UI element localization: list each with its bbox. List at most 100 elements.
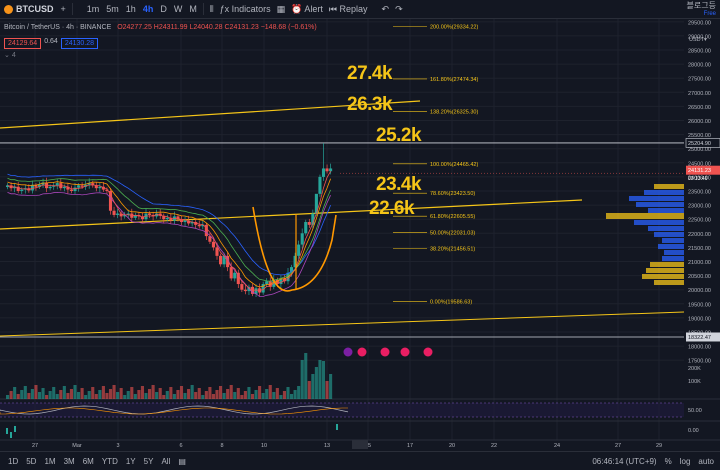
top-toolbar: BTCUSD + 1m 5m 1h 4h D W M ⫴ ƒx Indicators ▦ ⏰…	[0, 0, 720, 19]
alert-button[interactable]: ⏰ Alert	[291, 4, 323, 15]
oscillator-line	[0, 405, 349, 415]
volume-bar	[91, 387, 95, 399]
candle-body	[176, 216, 180, 220]
volume-bar	[204, 391, 208, 399]
volume-bar	[187, 389, 191, 399]
price-tick: 17500.00	[688, 359, 711, 365]
price-tick: 27000.00	[688, 91, 711, 97]
range-5Y[interactable]: 5Y	[143, 456, 154, 466]
volume-bar	[98, 390, 102, 399]
timeframe-W[interactable]: W	[173, 4, 183, 14]
account-label: 블로그등	[686, 1, 716, 10]
timeframe-1h[interactable]: 1h	[125, 4, 136, 14]
volume-bar	[215, 390, 219, 399]
candle-body	[325, 168, 329, 172]
event-flag-icon	[400, 347, 410, 357]
time-cursor	[352, 440, 368, 449]
clock[interactable]: 06:46:14 (UTC+9)	[592, 456, 657, 466]
log-toggle[interactable]: log	[679, 456, 691, 466]
candle-body	[69, 189, 73, 191]
time-tick: 8	[220, 443, 223, 449]
candle-body	[37, 184, 42, 187]
high-tag-text: 25204.90	[688, 141, 711, 147]
candle-body	[6, 185, 10, 188]
volume-bar	[194, 392, 198, 399]
volume-bar	[9, 391, 13, 399]
candle-body	[243, 289, 247, 292]
range-1Y[interactable]: 1Y	[125, 456, 136, 466]
symbol-name: BTCUSD	[16, 4, 54, 14]
timeframe-D[interactable]: D	[160, 4, 167, 14]
timeframe-1m[interactable]: 1m	[86, 4, 100, 14]
timeframe-4h[interactable]: 4h	[142, 4, 154, 14]
symbol-search[interactable]: BTCUSD +	[4, 4, 66, 14]
timeframe-5m[interactable]: 5m	[106, 4, 119, 14]
target-label: 22.6k	[369, 198, 415, 219]
time-tick: 3	[116, 443, 119, 449]
price-tick: 20000.00	[688, 288, 711, 294]
replay-button[interactable]: ⏮ Replay	[329, 4, 368, 15]
indicators-button[interactable]: ƒx Indicators	[220, 4, 271, 14]
indicators-collapsed[interactable]: ⌄ 4	[4, 51, 16, 59]
range-3M[interactable]: 3M	[63, 456, 75, 466]
undo-icon[interactable]: ↶	[381, 3, 390, 14]
candle-body	[66, 186, 70, 190]
volume-bar	[105, 393, 109, 399]
calendar-icon[interactable]: ▤	[178, 456, 186, 466]
volume-bar	[30, 389, 34, 399]
range-1D[interactable]: 1D	[8, 456, 19, 466]
account-button[interactable]: 블로그등 Free	[687, 2, 716, 18]
candle-body	[158, 213, 162, 216]
time-tick: 10	[261, 443, 267, 449]
candle-body	[233, 272, 237, 279]
chevron-down-icon: ⌄	[4, 52, 12, 59]
volume-bar	[144, 393, 148, 399]
chart-type-icon[interactable]: ⫴	[209, 3, 214, 14]
range-YTD[interactable]: YTD	[101, 456, 118, 466]
percent-toggle[interactable]: %	[664, 456, 672, 466]
price-tick: 25000.00	[688, 147, 711, 153]
target-label: 27.4k	[347, 63, 393, 84]
auto-toggle[interactable]: auto	[698, 456, 714, 466]
candle-body	[321, 168, 326, 177]
ma-line-blue	[7, 173, 331, 276]
volume-bar	[190, 385, 194, 399]
volume-bar	[179, 386, 184, 399]
candle-body	[208, 236, 212, 242]
volume-bar	[119, 388, 123, 399]
volume-bar	[176, 390, 180, 399]
range-1M[interactable]: 1M	[44, 456, 56, 466]
candle-body	[34, 185, 38, 187]
legend-title: Bitcoin / TetherUS · 4h · BINANCE	[4, 24, 112, 31]
time-tick: 29	[656, 443, 662, 449]
layout-icon[interactable]: ▦	[276, 3, 286, 14]
redo-icon[interactable]: ↷	[395, 3, 403, 14]
event-flag-icon	[343, 347, 353, 357]
price-tick: 26500.00	[688, 105, 711, 111]
candle-body	[304, 222, 308, 234]
price-tick: 24500.00	[688, 161, 711, 167]
plus-icon[interactable]: +	[60, 4, 66, 14]
candle-body	[307, 222, 311, 225]
volume-bar	[307, 381, 311, 399]
target-label: 23.4k	[376, 174, 422, 195]
low-tag	[686, 332, 720, 342]
candle-body	[105, 189, 109, 191]
indicators-icon: ƒx	[219, 4, 232, 14]
volume-profile-bar	[654, 280, 684, 285]
price-tick: 20500.00	[688, 274, 711, 280]
range-6M[interactable]: 6M	[82, 456, 94, 466]
timeframe-M[interactable]: M	[189, 4, 197, 14]
buy-price[interactable]: 24130.28	[60, 38, 99, 49]
volume-bar	[240, 395, 244, 399]
candle-body	[215, 247, 219, 256]
volume-bar	[101, 386, 105, 399]
sell-price[interactable]: 24129.64	[4, 38, 42, 49]
volume-bar	[151, 385, 155, 399]
volume-bar	[297, 386, 301, 399]
range-All[interactable]: All	[161, 456, 171, 466]
candle-body	[222, 255, 226, 265]
range-5D[interactable]: 5D	[26, 456, 37, 466]
volume-profile-bar	[634, 220, 684, 225]
